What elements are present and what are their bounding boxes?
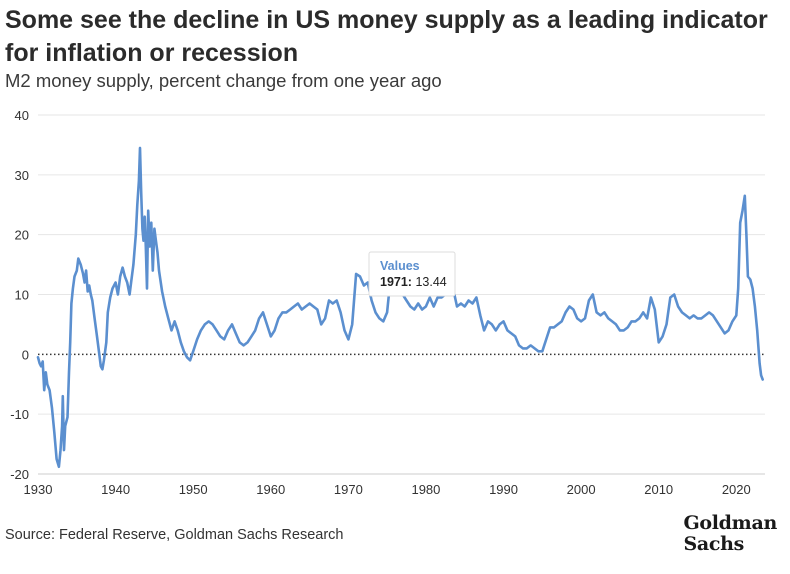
chart-title: Some see the decline in US money supply … [5,6,768,67]
tooltip-value: 1971: 13.44 [380,275,447,289]
line-chart: -20 -10 0 10 20 30 40 1930 1940 1950 1960 1970 1980… [10,108,765,497]
m2-growth-line[interactable] [36,146,764,469]
y-tick-label: -20 [10,467,29,482]
tooltip-key: 1971: [380,275,412,289]
tooltip-number: 13.44 [415,275,446,289]
y-tick-label: 20 [15,228,29,243]
x-tick-label: 1960 [256,482,285,497]
x-axis-ticks: 1930 1940 1950 1960 1970 1980 1990 2000 2010 2020 [24,482,751,497]
y-tick-label: 30 [15,168,29,183]
y-tick-label: 40 [15,108,29,123]
x-tick-label: 1970 [334,482,363,497]
tooltip-title: Values [380,259,420,273]
x-tick-label: 1950 [179,482,208,497]
y-tick-label: -10 [10,407,29,422]
tooltip-box [368,251,456,297]
x-tick-label: 1940 [101,482,130,497]
y-axis-ticks: -20 -10 0 10 20 30 40 [10,108,29,482]
x-tick-label: 2010 [644,482,673,497]
y-tick-label: 10 [15,288,29,303]
x-tick-label: 1930 [24,482,53,497]
chart-subtitle: M2 money supply, percent change from one… [5,70,442,91]
x-tick-label: 1990 [489,482,518,497]
logo-line-2: Sachs [683,533,745,555]
data-tooltip: Values 1971: 13.44 [368,251,456,297]
x-tick-label: 1980 [411,482,440,497]
source-note: Source: Federal Reserve, Goldman Sachs R… [5,527,344,543]
logo-line-1: Goldman [683,512,777,534]
y-tick-label: 0 [22,347,29,362]
goldman-sachs-logo: Goldman Sachs [683,513,777,555]
x-tick-label: 2020 [722,482,751,497]
x-tick-label: 2000 [567,482,596,497]
